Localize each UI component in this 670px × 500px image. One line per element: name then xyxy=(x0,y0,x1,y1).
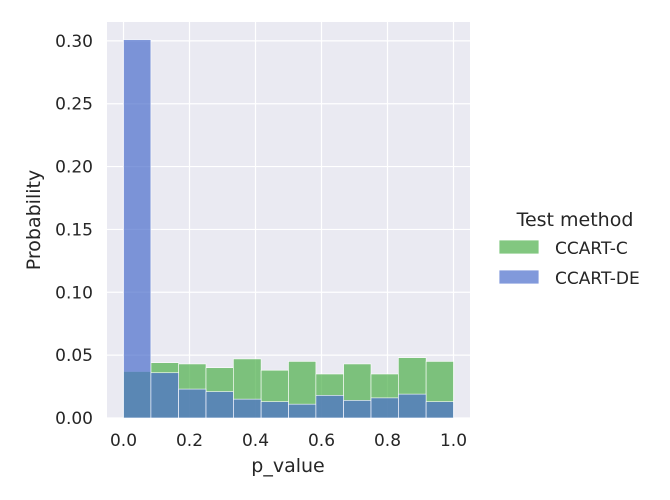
y-tick-label: 0.30 xyxy=(55,32,93,52)
bar-ccart-de xyxy=(260,401,289,419)
gridlines xyxy=(107,22,470,419)
bar-ccart-de xyxy=(150,372,179,419)
y-tick-labels: 0.00 0.05 0.10 0.15 0.20 0.25 0.30 xyxy=(55,32,93,429)
x-tick-label: 0.0 xyxy=(110,431,137,451)
legend-label-ccart-c: CCART-C xyxy=(555,239,628,259)
legend-label-ccart-de: CCART-DE xyxy=(555,269,640,289)
plot-background xyxy=(107,22,470,418)
legend-swatch-ccart-c xyxy=(498,239,540,255)
bar-ccart-de xyxy=(205,391,234,419)
legend: Test method CCART-C CCART-DE xyxy=(498,209,640,289)
x-tick-label: 0.4 xyxy=(242,431,269,451)
x-tick-label: 0.8 xyxy=(374,431,401,451)
x-axis-label: p_value xyxy=(251,455,324,477)
y-tick-label: 0.25 xyxy=(55,95,93,115)
legend-title: Test method xyxy=(516,209,634,231)
bars xyxy=(123,39,454,419)
bar-ccart-de xyxy=(398,393,427,419)
y-tick-label: 0.15 xyxy=(55,220,93,240)
y-tick-label: 0.05 xyxy=(55,346,93,366)
y-tick-label: 0.20 xyxy=(55,158,93,178)
bar-ccart-de xyxy=(233,398,262,419)
y-tick-label: 0.00 xyxy=(55,409,93,429)
bar-ccart-de xyxy=(315,395,344,419)
bar-ccart-de xyxy=(178,388,207,419)
x-tick-label: 1.0 xyxy=(440,431,467,451)
bar-ccart-de xyxy=(370,397,399,419)
x-tick-label: 0.6 xyxy=(308,431,335,451)
x-tick-label: 0.2 xyxy=(176,431,203,451)
y-axis-label: Probability xyxy=(23,170,45,270)
legend-swatch-ccart-de xyxy=(498,269,540,285)
bar-ccart-de xyxy=(288,403,317,419)
bar-ccart-de xyxy=(123,39,152,419)
bar-ccart-de xyxy=(343,400,372,419)
bar-ccart-de xyxy=(425,401,454,419)
x-tick-labels: 0.0 0.2 0.4 0.6 0.8 1.0 xyxy=(110,431,467,451)
y-tick-label: 0.10 xyxy=(55,283,93,303)
